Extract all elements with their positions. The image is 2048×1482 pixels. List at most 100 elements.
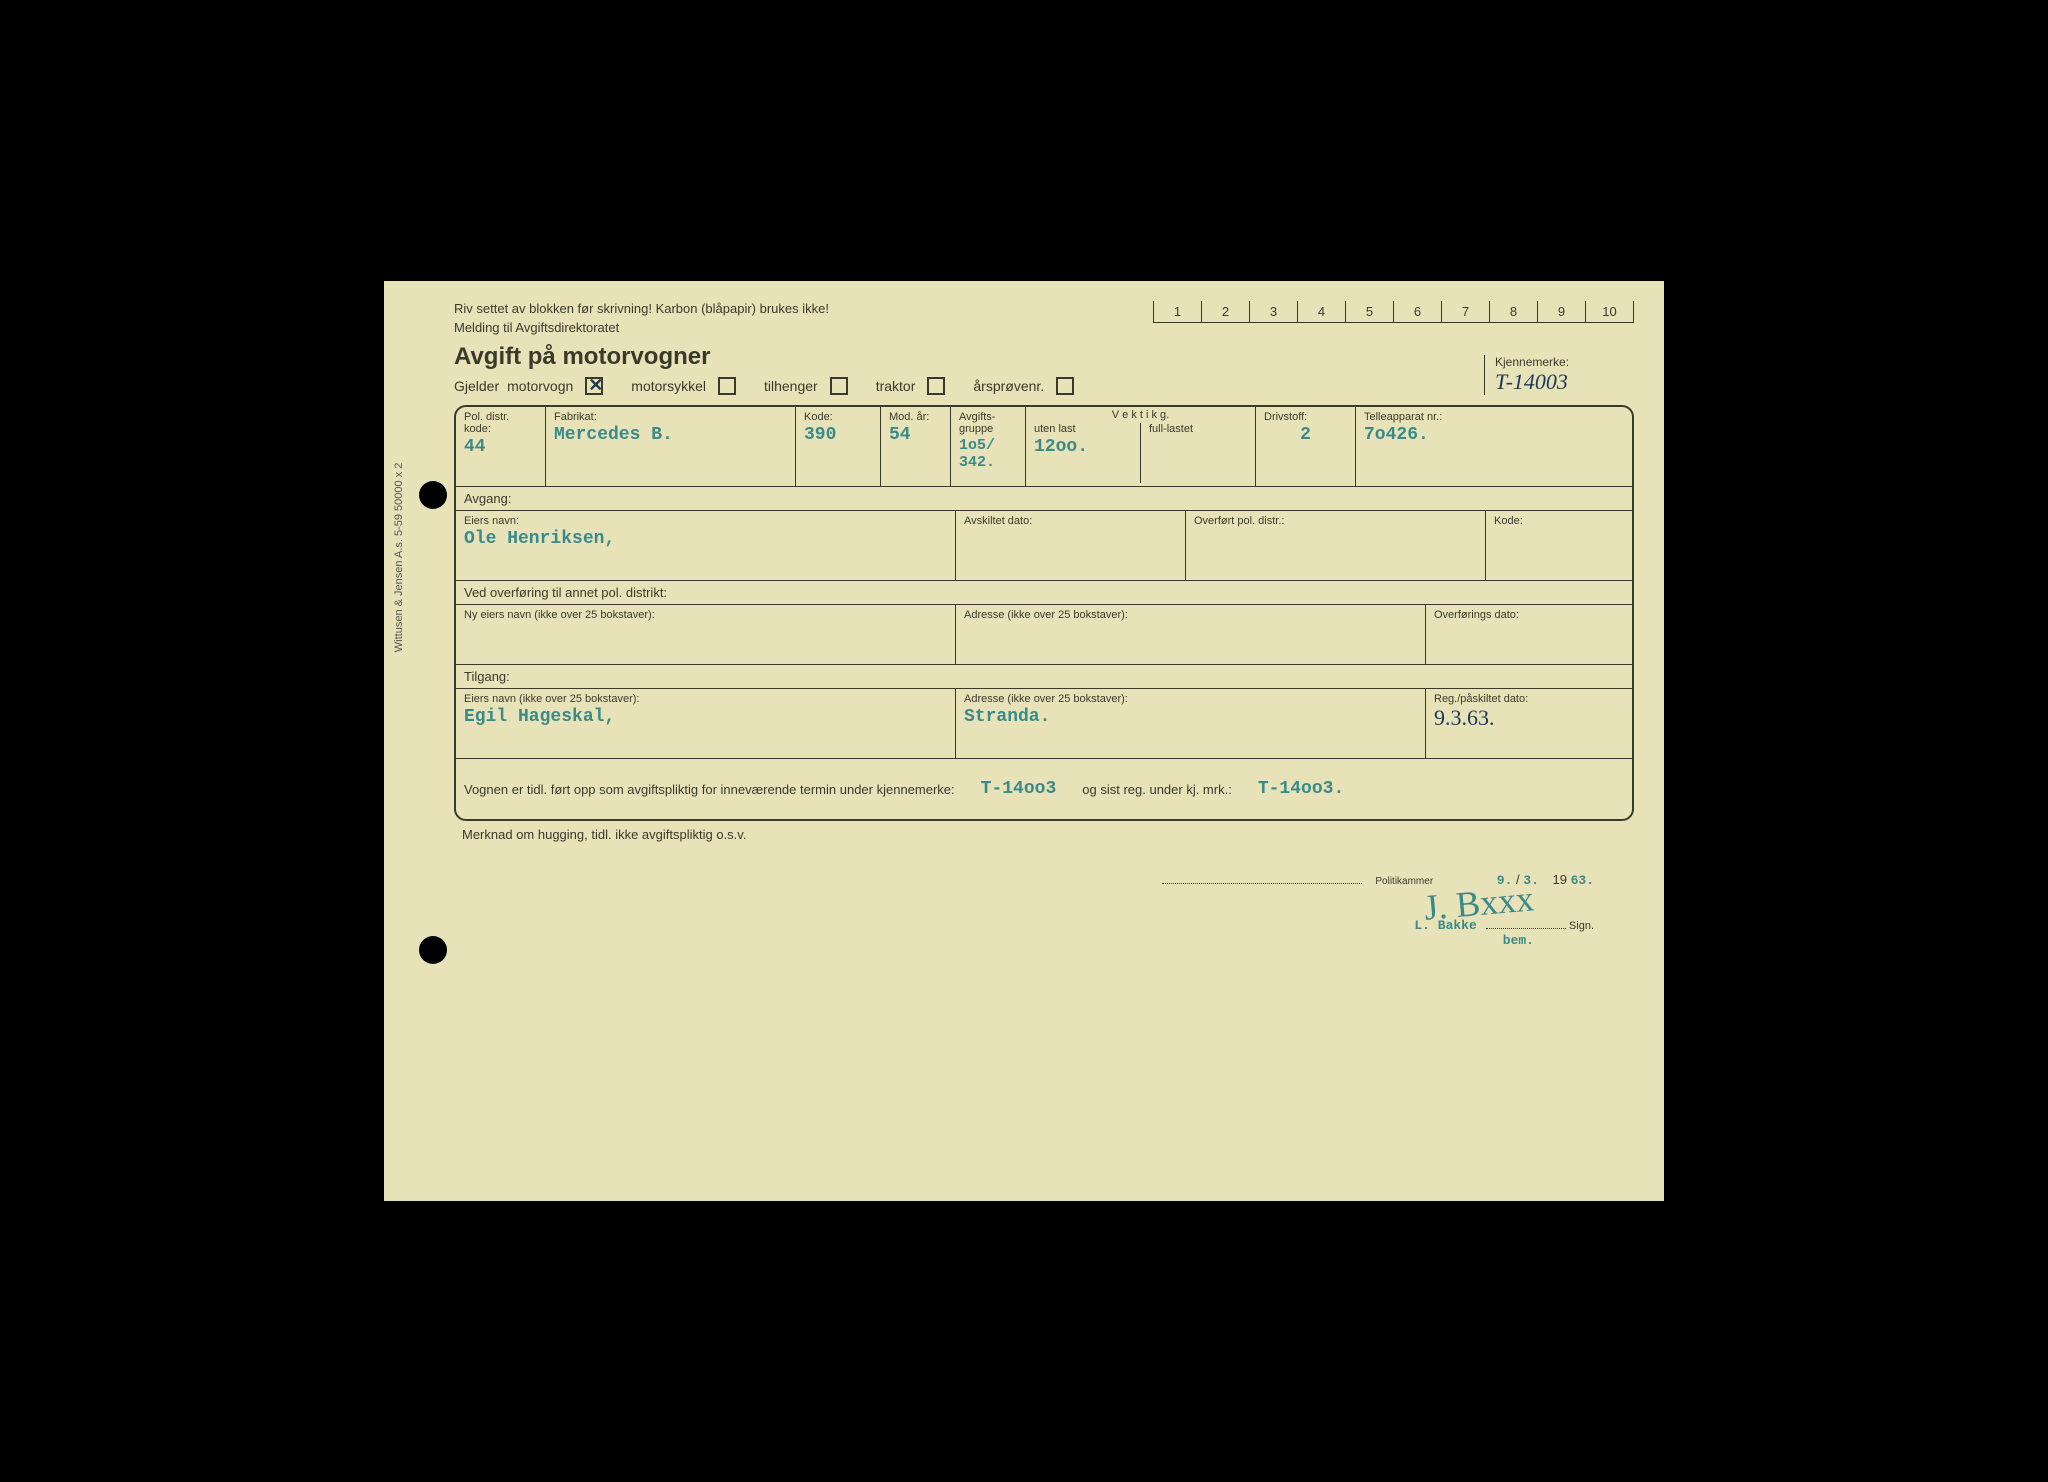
traktor-checkbox xyxy=(927,377,945,395)
strip-number: 1 xyxy=(1154,301,1202,323)
cell-value: 12oo. xyxy=(1034,437,1132,457)
vekt-header: V e k t i k g. xyxy=(1026,407,1255,423)
kjennemerke-value: T-14003 xyxy=(1495,369,1634,395)
cell-label: uten last xyxy=(1034,423,1132,435)
traktor-label: traktor xyxy=(876,378,916,394)
form-title: Avgift på motorvogner xyxy=(454,343,1094,371)
punch-hole xyxy=(419,936,447,964)
table-row: Pol. distr. kode: 44 Fabrikat: Mercedes … xyxy=(456,407,1632,487)
sign-sublabels: L. Bakke Sign. bem. xyxy=(454,918,1594,948)
cell-label: Ny eiers navn (ikke over 25 bokstaver): xyxy=(464,609,947,621)
overforing-header: Ved overføring til annet pol. distrikt: xyxy=(456,581,1632,605)
table-row: Eiers navn: Ole Henriksen, Avskiltet dat… xyxy=(456,511,1632,581)
strip-number: 2 xyxy=(1202,301,1250,323)
cell-label: Kode: xyxy=(804,411,872,423)
cell-value: 54 xyxy=(889,425,942,445)
cell-value: 7o426. xyxy=(1364,425,1624,445)
strip-number: 5 xyxy=(1346,301,1394,323)
arsprovenr-checkbox xyxy=(1056,377,1074,395)
melding-text: Melding til Avgiftsdirektoratet xyxy=(454,320,829,335)
cell-label: Fabrikat: xyxy=(554,411,787,423)
cell-label: Reg./påskiltet dato: xyxy=(1434,693,1624,705)
title-row: Avgift på motorvogner Gjelder motorvogn … xyxy=(454,343,1634,395)
kjennemerke-box: Kjennemerke: T-14003 xyxy=(1484,355,1634,395)
cell-value: Ole Henriksen, xyxy=(464,529,947,549)
cell-label: Pol. distr. kode: xyxy=(464,411,537,435)
pol-distr-cell: Pol. distr. kode: 44 xyxy=(456,407,546,486)
arsprovenr-label: årsprøvenr. xyxy=(973,378,1044,394)
cell-label: Avskiltet dato: xyxy=(964,515,1177,527)
cell-label: full-lastet xyxy=(1149,423,1247,435)
eiers-navn-cell: Eiers navn: Ole Henriksen, xyxy=(456,511,956,580)
vekt-cell: V e k t i k g. uten last 12oo. full-last… xyxy=(1026,407,1256,486)
kjennemerke-label: Kjennemerke: xyxy=(1495,355,1634,369)
bem-text: bem. xyxy=(1503,933,1534,948)
motorsykkel-checkbox xyxy=(718,377,736,395)
cell-label: Overført pol. distr.: xyxy=(1194,515,1477,527)
cell-value: 1o5/ 342. xyxy=(959,437,1017,471)
tilhenger-label: tilhenger xyxy=(764,378,818,394)
cell-value: 390 xyxy=(804,425,872,445)
adresse-cell: Adresse (ikke over 25 bokstaver): xyxy=(956,605,1426,664)
date-year-prefix: 19 xyxy=(1553,872,1567,887)
motorsykkel-label: motorsykkel xyxy=(631,378,706,394)
cell-label: Mod. år: xyxy=(889,411,942,423)
cell-value: 44 xyxy=(464,437,537,457)
table-row: Eiers navn (ikke over 25 bokstaver): Egi… xyxy=(456,689,1632,759)
strip-number: 9 xyxy=(1538,301,1586,323)
mod-ar-cell: Mod. år: 54 xyxy=(881,407,951,486)
merknad-text: Merknad om hugging, tidl. ikke avgiftspl… xyxy=(454,827,1634,842)
signature-area: Politikammer 9. / 3. 19 63. J. Bxxx L. B… xyxy=(454,872,1634,948)
cell-label: Adresse (ikke over 25 bokstaver): xyxy=(964,693,1417,705)
bottom-text-2: og sist reg. under kj. mrk.: xyxy=(1082,782,1232,797)
motorvogn-checkbox xyxy=(585,377,603,395)
bottom-text-row: Vognen er tidl. ført opp som avgiftsplik… xyxy=(456,759,1632,819)
avgifts-cell: Avgifts-gruppe 1o5/ 342. xyxy=(951,407,1026,486)
strip-number: 3 xyxy=(1250,301,1298,323)
cell-value: 2 xyxy=(1264,425,1347,445)
bottom-val-2: T-14oo3. xyxy=(1258,779,1344,799)
ny-eiers-cell: Ny eiers navn (ikke over 25 bokstaver): xyxy=(456,605,956,664)
bottom-text-1: Vognen er tidl. ført opp som avgiftsplik… xyxy=(464,782,955,797)
printer-mark: Wittusen & Jensen A.s. 5-59 50000 x 2 xyxy=(393,463,405,653)
gjelder-label: Gjelder xyxy=(454,378,499,394)
form-page: Wittusen & Jensen A.s. 5-59 50000 x 2 Ri… xyxy=(384,281,1664,1201)
motorvogn-label: motorvogn xyxy=(507,378,573,394)
politikammer-label: Politikammer xyxy=(1375,876,1433,887)
punch-hole xyxy=(419,481,447,509)
bottom-val-1: T-14oo3 xyxy=(981,779,1057,799)
top-row: Riv settet av blokken før skrivning! Kar… xyxy=(454,301,1634,335)
overforings-dato-cell: Overførings dato: xyxy=(1426,605,1632,664)
sign-label-text: Sign. xyxy=(1569,920,1594,932)
cell-label: Avgifts-gruppe xyxy=(959,411,1017,435)
cell-label: Eiers navn (ikke over 25 bokstaver): xyxy=(464,693,947,705)
cell-label: Kode: xyxy=(1494,515,1624,527)
cell-label: Adresse (ikke over 25 bokstaver): xyxy=(964,609,1417,621)
vehicle-type-row: Gjelder motorvogn motorsykkel tilhenger … xyxy=(454,377,1094,395)
strip-number: 8 xyxy=(1490,301,1538,323)
strip-number: 6 xyxy=(1394,301,1442,323)
tilgang-adresse-cell: Adresse (ikke over 25 bokstaver): Strand… xyxy=(956,689,1426,758)
cell-value: Egil Hageskal, xyxy=(464,707,947,727)
cell-value: Stranda. xyxy=(964,707,1417,727)
tilgang-header: Tilgang: xyxy=(456,665,1632,689)
kode2-cell: Kode: xyxy=(1486,511,1632,580)
cell-label: Eiers navn: xyxy=(464,515,947,527)
politikammer-line xyxy=(1162,883,1362,884)
cell-value: Mercedes B. xyxy=(554,425,787,445)
avgang-header: Avgang: xyxy=(456,487,1632,511)
fabrikat-cell: Fabrikat: Mercedes B. xyxy=(546,407,796,486)
strip-number: 7 xyxy=(1442,301,1490,323)
tilhenger-checkbox xyxy=(830,377,848,395)
cell-label: Drivstoff: xyxy=(1264,411,1347,423)
cell-value: 9.3.63. xyxy=(1434,705,1624,731)
kode-cell: Kode: 390 xyxy=(796,407,881,486)
number-strip: 1 2 3 4 5 6 7 8 9 10 xyxy=(1153,301,1634,323)
strip-number: 4 xyxy=(1298,301,1346,323)
date-year: 63. xyxy=(1571,873,1594,888)
table-row: Ny eiers navn (ikke over 25 bokstaver): … xyxy=(456,605,1632,665)
instruction-text: Riv settet av blokken før skrivning! Kar… xyxy=(454,301,829,316)
telleapparat-cell: Telleapparat nr.: 7o426. xyxy=(1356,407,1632,486)
tilgang-eiers-cell: Eiers navn (ikke over 25 bokstaver): Egi… xyxy=(456,689,956,758)
overfort-cell: Overført pol. distr.: xyxy=(1186,511,1486,580)
